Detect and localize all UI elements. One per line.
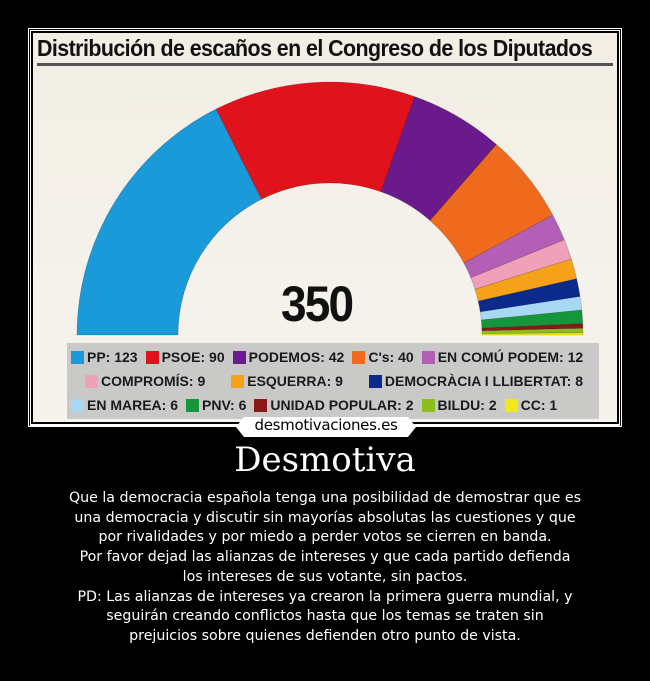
legend-swatch-icon: [352, 350, 366, 364]
legend-label: C's: 40: [368, 349, 414, 365]
legend-swatch-icon: [231, 374, 245, 388]
legend-item: BILDU: 2: [421, 397, 497, 413]
legend-item: UNIDAD POPULAR: 2: [254, 397, 414, 413]
legend-row: COMPROMÍS: 9 ESQUERRA: 9 DEMOCRÀCIA I LLIB…: [85, 370, 609, 392]
seat-segment-podemos: [380, 96, 497, 221]
legend-label: BILDU: 2: [437, 397, 497, 413]
legend-item: PP: 123: [71, 349, 138, 365]
legend-row: PP: 123 PSOE: 90 PODEMOS: 42 C's: 40 EN COMÚ…: [71, 346, 591, 368]
legend-swatch-icon: [504, 398, 518, 412]
legend-label: UNIDAD POPULAR: 2: [270, 397, 414, 413]
seat-segment-psoe: [215, 81, 416, 200]
seat-segment-en-com-podem: [463, 214, 565, 279]
caption-line: PD: Las alianzas de intereses ya crearon…: [77, 588, 573, 605]
seat-segment-pp: [76, 108, 263, 336]
caption-line: Por favor dejad las alianzas de interese…: [79, 549, 571, 566]
chart-legend: PP: 123 PSOE: 90 PODEMOS: 42 C's: 40 EN COMÚ…: [67, 343, 599, 419]
caption-body: Que la democracia española tenga una pos…: [30, 489, 620, 647]
caption-heading: Desmotiva: [234, 440, 416, 480]
legend-item: EN COMÚ PODEM: 12: [421, 349, 584, 365]
legend-label: CC: 1: [520, 397, 558, 413]
watermark-site[interactable]: desmotivaciones.es: [254, 416, 398, 434]
parliament-semicircle-chart: [76, 81, 584, 336]
legend-swatch-icon: [145, 350, 159, 364]
legend-label: DEMOCRÀCIA I LLIBERTAT: 8: [384, 373, 583, 389]
total-seats-label: 350: [281, 276, 354, 332]
watermark-badge: [236, 417, 416, 437]
caption-line: seguirán creando conflictos hasta que lo…: [106, 608, 544, 625]
legend-swatch-icon: [254, 398, 268, 412]
caption-line: una democracia y discutir sin mayorías a…: [74, 509, 576, 526]
legend-label: EN MAREA: 6: [87, 397, 179, 413]
legend-swatch-icon: [368, 374, 382, 388]
legend-swatch-icon: [232, 350, 246, 364]
legend-label: PODEMOS: 42: [248, 349, 345, 365]
legend-item: C's: 40: [352, 349, 414, 365]
legend-label: COMPROMÍS: 9: [101, 373, 206, 389]
legend-label: PNV: 6: [202, 397, 247, 413]
seat-segment-esquerra: [474, 258, 578, 302]
legend-item: COMPROMÍS: 9: [85, 373, 205, 389]
legend-label: EN COMÚ PODEM: 12: [437, 349, 584, 365]
legend-item: CC: 1: [504, 397, 558, 413]
legend-item: PSOE: 90: [145, 349, 225, 365]
caption-line: Que la democracia española tenga una pos…: [68, 490, 582, 506]
watermark-rule-right: [412, 425, 620, 427]
legend-item: PODEMOS: 42: [232, 349, 345, 365]
title-underline: [37, 63, 613, 66]
legend-swatch-icon: [71, 398, 84, 412]
legend-swatch-icon: [421, 398, 435, 412]
caption-line: los intereses de sus votante, sin pactos…: [182, 568, 468, 585]
seat-segment-unidad-popular: [481, 323, 584, 332]
legend-swatch-icon: [421, 350, 435, 364]
legend-swatch-icon: [85, 374, 98, 388]
legend-label: ESQUERRA: 9: [247, 373, 343, 389]
seat-segment-comprom-s: [470, 239, 572, 290]
legend-swatch-icon: [186, 398, 200, 412]
legend-item: DEMOCRÀCIA I LLIBERTAT: 8: [368, 373, 583, 389]
legend-item: PNV: 6: [186, 397, 246, 413]
legend-item: EN MAREA: 6: [71, 397, 178, 413]
legend-label: PSOE: 90: [161, 349, 225, 365]
caption-line: por rivalidades y por miedo a perder vot…: [98, 529, 552, 546]
legend-label: PP: 123: [87, 349, 138, 365]
seat-segment-cc: [481, 332, 584, 336]
chart-title: Distribución de escaños en el Congreso d…: [37, 35, 593, 61]
legend-item: ESQUERRA: 9: [231, 373, 343, 389]
caption-line: prejuicios sobre quienes defienden otro …: [129, 627, 521, 644]
legend-row: EN MAREA: 6 PNV: 6 UNIDAD POPULAR: 2 BILDU:…: [71, 394, 565, 416]
legend-swatch-icon: [71, 350, 84, 364]
poster-image: Distribución de escaños en el Congreso d…: [33, 33, 617, 422]
watermark-rule-left: [30, 425, 240, 427]
